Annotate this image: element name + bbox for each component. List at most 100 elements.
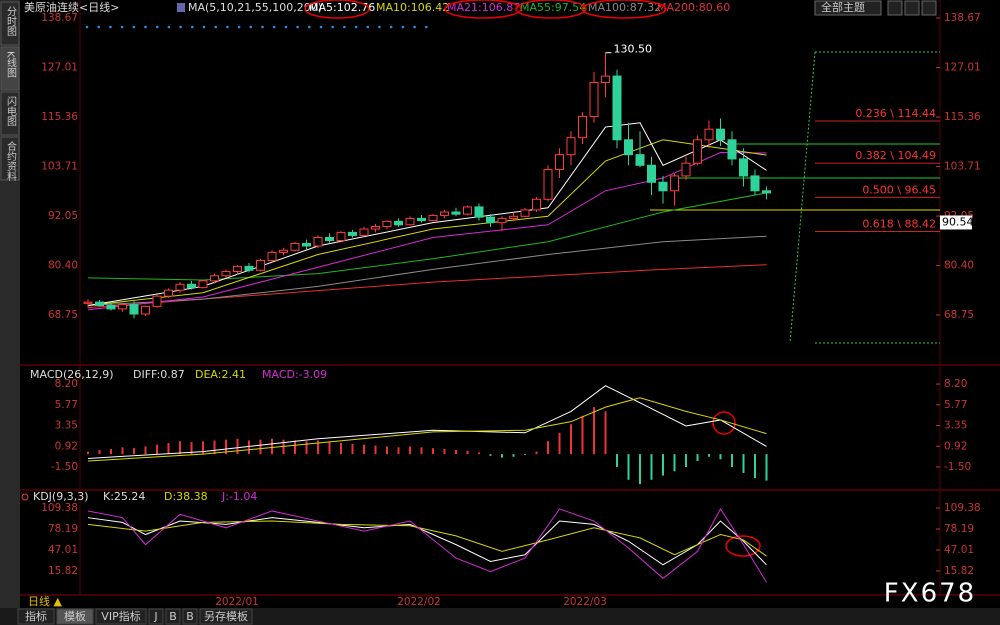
y-tick-label: 8.20	[944, 378, 967, 390]
signal-dot	[202, 25, 206, 29]
indicator-line	[87, 235, 767, 306]
macd-bar	[98, 449, 101, 455]
y-tick-label: 68.75	[48, 309, 78, 321]
candle-body	[762, 190, 771, 194]
annotation-ellipse	[581, 0, 667, 19]
macd-bar	[363, 444, 365, 455]
footer-tab[interactable]	[165, 608, 181, 625]
macd-bar	[305, 441, 308, 455]
indicator-line	[87, 520, 767, 557]
watermark: FX678	[884, 579, 976, 609]
macd-bar	[547, 441, 549, 455]
footer-tab-label: 指标	[25, 609, 47, 623]
candle-body	[359, 228, 369, 236]
candle-body	[750, 175, 760, 192]
y-tick-label: -1.50	[944, 461, 971, 473]
macd-bar	[248, 440, 250, 455]
toolbar-button[interactable]	[887, 0, 903, 16]
macd-bar	[225, 439, 227, 455]
footer-tab[interactable]	[17, 608, 55, 625]
signal-dot	[425, 25, 428, 29]
macd-diff: DIFF:0.87	[133, 368, 185, 381]
macd-bar	[167, 443, 170, 455]
theme-dropdown[interactable]	[814, 0, 882, 16]
signal-dot	[389, 25, 393, 29]
signal-dot	[354, 25, 358, 29]
signal-dot	[155, 25, 159, 29]
macd-bar	[213, 440, 216, 455]
macd-bar	[685, 454, 687, 467]
toolbar-button[interactable]	[921, 0, 937, 16]
y-tick-label: -1.50	[51, 461, 78, 473]
signal-dot	[308, 25, 311, 29]
signal-dot	[132, 25, 136, 29]
candle-body	[244, 265, 254, 271]
macd-bar	[570, 424, 572, 455]
macd-bar	[512, 454, 515, 457]
macd-bar	[765, 454, 768, 481]
footer-tab[interactable]	[182, 608, 198, 625]
candle-body	[647, 164, 656, 183]
macd-bar	[535, 451, 538, 455]
signal-dot	[331, 25, 335, 29]
y-tick-label: 109.38	[944, 502, 981, 514]
footer-tab-label: B	[169, 610, 177, 623]
candle-body	[325, 237, 334, 241]
footer-tab[interactable]	[95, 608, 147, 625]
sidebar	[0, 0, 20, 608]
date-label: 2022/01	[215, 596, 259, 608]
footer-tab[interactable]	[148, 608, 164, 625]
signal-dot	[109, 25, 112, 29]
sidebar-tab[interactable]	[0, 46, 20, 91]
ma10-label: MA10:106.42	[376, 1, 449, 14]
footer-tab-label: J	[153, 610, 157, 623]
macd-bar	[190, 442, 193, 455]
sidebar-tab[interactable]	[0, 91, 20, 136]
annotation-ellipse	[304, 0, 370, 19]
macd-bar	[558, 432, 561, 455]
macd-bar	[616, 454, 618, 467]
macd-bar	[754, 454, 756, 479]
indicator-line	[87, 507, 767, 583]
candle-body	[670, 175, 679, 192]
signal-dot	[191, 25, 194, 29]
candle-body	[152, 295, 162, 307]
macd-bar	[708, 454, 710, 457]
candle-body	[164, 289, 173, 297]
signal-dot	[401, 25, 405, 29]
sidebar-tab[interactable]	[0, 1, 20, 46]
candle-body	[486, 216, 495, 224]
kdj-j: J:-1.04	[221, 490, 257, 503]
y-tick-label: 103.71	[944, 161, 981, 173]
ma5-label: MA5:102.76	[309, 1, 375, 14]
macd-bar	[696, 454, 699, 462]
sidebar-tab[interactable]	[0, 136, 20, 181]
macd-bar	[581, 415, 584, 455]
macd-bar	[662, 454, 664, 476]
kdj-title: KDJ(9,3,3)	[33, 490, 89, 503]
ma100-label: MA100:87.32	[588, 1, 661, 14]
footer-tab-label: VIP指标	[101, 609, 140, 623]
macd-bar	[524, 454, 526, 456]
macd-bar	[627, 454, 630, 480]
y-tick-label: 15.82	[944, 565, 974, 577]
signal-dot	[261, 25, 264, 29]
signal-dot	[85, 25, 89, 29]
footer-tab[interactable]	[199, 608, 253, 625]
macd-bar	[673, 454, 676, 472]
candle-body	[578, 115, 587, 139]
period[interactable]: 日线 ▲	[28, 594, 62, 608]
macd-bar	[374, 445, 377, 455]
y-tick-label: 3.35	[55, 420, 78, 432]
candle-body	[601, 75, 610, 83]
footer-tab[interactable]	[56, 608, 94, 625]
candle-body	[509, 215, 518, 219]
toolbar-button[interactable]	[904, 0, 920, 16]
macd-bar	[478, 452, 480, 455]
candle-body	[95, 301, 104, 306]
indicator-line	[87, 385, 767, 459]
date-label: 2022/02	[397, 596, 441, 608]
signal-dot	[226, 25, 229, 29]
